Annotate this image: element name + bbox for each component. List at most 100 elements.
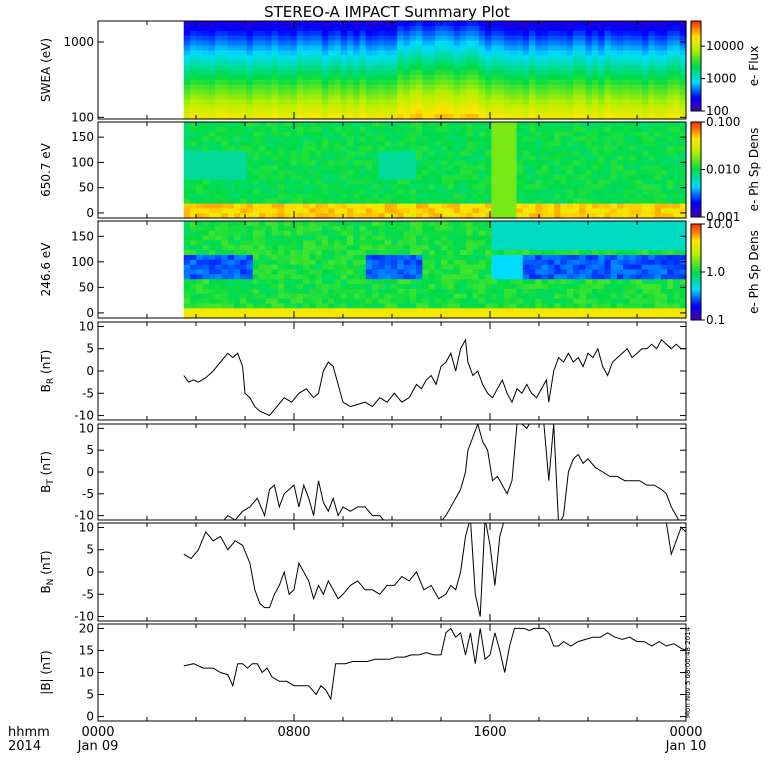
heatmap-cell [635,104,643,110]
heatmap-cell [359,109,367,115]
heatmap-cell [422,194,430,200]
heatmap-cell [497,131,505,137]
heatmap-cell [252,225,260,232]
heatmap-cell [271,194,279,200]
heatmap-cell [459,254,467,261]
heatmap-cell [296,284,304,290]
heatmap-cell [554,21,562,27]
heatmap-cell [441,245,449,251]
heatmap-cell [190,198,197,205]
heatmap-cell [485,65,492,71]
heatmap-cell [623,174,631,181]
heatmap-cell [378,126,386,133]
heatmap-cell [510,184,518,190]
heatmap-cell [491,30,499,37]
heatmap-cell [296,279,304,285]
heatmap-cell [284,146,292,152]
heatmap-cell [572,198,580,205]
heatmap-cell [215,303,223,309]
heatmap-cell [503,94,511,100]
heatmap-cell [648,35,656,42]
heatmap-cell [277,298,285,305]
heatmap-cell [365,45,373,51]
heatmap-cell [629,308,637,314]
heatmap-cell [547,165,555,171]
heatmap-cell [416,136,423,142]
heatmap-cell [334,313,342,319]
heatmap-cell [271,240,279,246]
heatmap-cell [497,230,505,237]
heatmap-cell [560,45,568,51]
heatmap-cell [390,165,398,171]
heatmap-cell [453,174,461,181]
heatmap-cell [560,208,568,214]
heatmap-cell [535,174,543,181]
heatmap-cell [309,254,317,261]
heatmap-cell [642,35,649,42]
heatmap-cell [416,60,423,66]
heatmap-cell [485,288,492,295]
heatmap-cell [547,79,555,86]
heatmap-cell [591,213,599,219]
heatmap-cell [441,141,449,147]
heatmap-cell [290,70,298,76]
heatmap-cell [309,150,317,157]
heatmap-cell [485,160,492,166]
heatmap-cell [303,160,310,166]
heatmap-cell [535,194,543,200]
heatmap-cell [390,155,398,161]
heatmap-cell [535,264,543,271]
heatmap-cell [403,221,411,227]
heatmap-cell [497,60,505,66]
heatmap-cell [390,160,398,166]
heatmap-cell [334,35,342,42]
heatmap-cell [554,136,562,142]
heatmap-cell [522,84,530,91]
heatmap-cell [535,269,543,275]
heatmap-cell [233,254,241,261]
heatmap-cell [372,155,379,161]
heatmap-cell [183,284,191,290]
heatmap-cell [604,99,612,105]
heatmap-cell [422,313,430,319]
heatmap-cell [346,60,354,66]
heatmap-cell [221,141,229,147]
heatmap-cell [190,288,197,295]
heatmap-cell [679,89,687,96]
heatmap-cell [409,99,417,105]
heatmap-cell [265,194,273,200]
heatmap-cell [535,284,543,290]
heatmap-cell [497,65,505,71]
heatmap-cell [215,136,223,142]
heatmap-cell [598,45,605,51]
heatmap-cell [522,240,530,246]
heatmap-cell [227,254,235,261]
heatmap-cell [416,70,423,76]
heatmap-cell [265,50,273,56]
heatmap-cell [246,203,254,209]
heatmap-cell [591,50,599,56]
heatmap-cell [510,203,518,209]
heatmap-cell [215,288,223,295]
heatmap-cell [428,230,436,237]
heatmap-cell [547,288,555,295]
heatmap-cell [667,55,675,61]
heatmap-cell [434,94,442,100]
heatmap-cell [466,40,474,47]
heatmap-cell [616,189,624,195]
heatmap-cell [183,298,191,305]
heatmap-cell [252,259,260,266]
heatmap-cell [629,114,637,120]
heatmap-cell [472,208,480,214]
heatmap-cell [271,136,279,142]
heatmap-cell [610,203,618,209]
heatmap-cell [359,160,367,166]
heatmap-cell [265,122,273,128]
heatmap-cell [321,274,329,280]
heatmap-cell [190,141,197,147]
heatmap-cell [409,136,417,142]
heatmap-cell [422,84,430,91]
heatmap-cell [353,203,361,209]
heatmap-cell [660,213,668,219]
heatmap-cell [246,174,254,181]
